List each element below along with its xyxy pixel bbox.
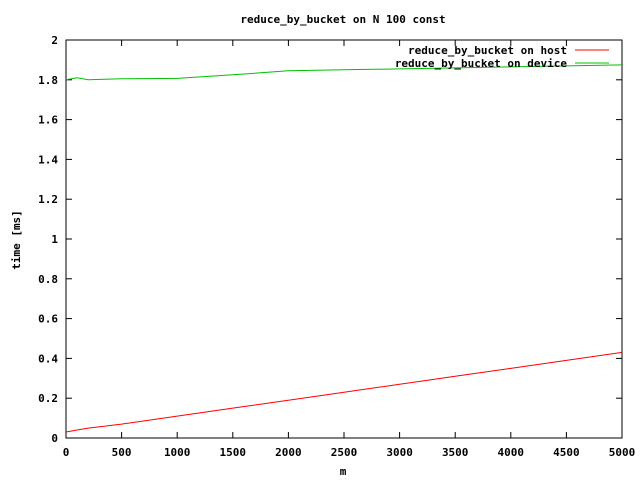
y-tick-label: 0.6 xyxy=(38,313,58,326)
x-tick-label: 2000 xyxy=(275,446,302,459)
y-tick-label: 0 xyxy=(51,432,58,445)
x-tick-label: 4000 xyxy=(498,446,525,459)
y-tick-label: 1.2 xyxy=(38,193,58,206)
x-axis-label: m xyxy=(340,465,347,478)
x-tick-label: 4500 xyxy=(553,446,580,459)
y-tick-label: 0.8 xyxy=(38,273,58,286)
legend-label-1: reduce_by_bucket on host xyxy=(408,44,567,57)
series-group xyxy=(65,64,623,433)
axis-ticks: 0 500 1000 1500 2000 2500 3000 3500 4000 4500 5000… xyxy=(38,34,635,459)
x-tick-label: 1500 xyxy=(220,446,247,459)
y-tick-label: 0.2 xyxy=(38,392,58,405)
x-tick-label: 5000 xyxy=(609,446,636,459)
y-tick-label: 1.6 xyxy=(38,114,58,127)
y-tick-label: 1.4 xyxy=(38,153,58,166)
x-tick-label: 3000 xyxy=(386,446,413,459)
series-line-2 xyxy=(65,64,623,81)
x-tick-label: 3500 xyxy=(442,446,469,459)
y-tick-label: 0.4 xyxy=(38,352,58,365)
y-tick-label: 2 xyxy=(51,34,58,47)
chart-title: reduce_by_bucket on N 100 const xyxy=(240,13,445,26)
x-tick-label: 2500 xyxy=(331,446,358,459)
series-line-1 xyxy=(65,351,623,433)
y-axis-label: time [ms] xyxy=(10,210,23,270)
plot-frame xyxy=(65,39,623,439)
legend: reduce_by_bucket on hostreduce_by_bucket… xyxy=(395,44,609,70)
y-tick-label: 1.8 xyxy=(38,74,58,87)
legend-label-2: reduce_by_bucket on device xyxy=(395,57,568,70)
x-tick-label: 500 xyxy=(112,446,132,459)
x-tick-label: 1000 xyxy=(164,446,191,459)
x-tick-label: 0 xyxy=(63,446,70,459)
y-tick-label: 1 xyxy=(51,233,58,246)
